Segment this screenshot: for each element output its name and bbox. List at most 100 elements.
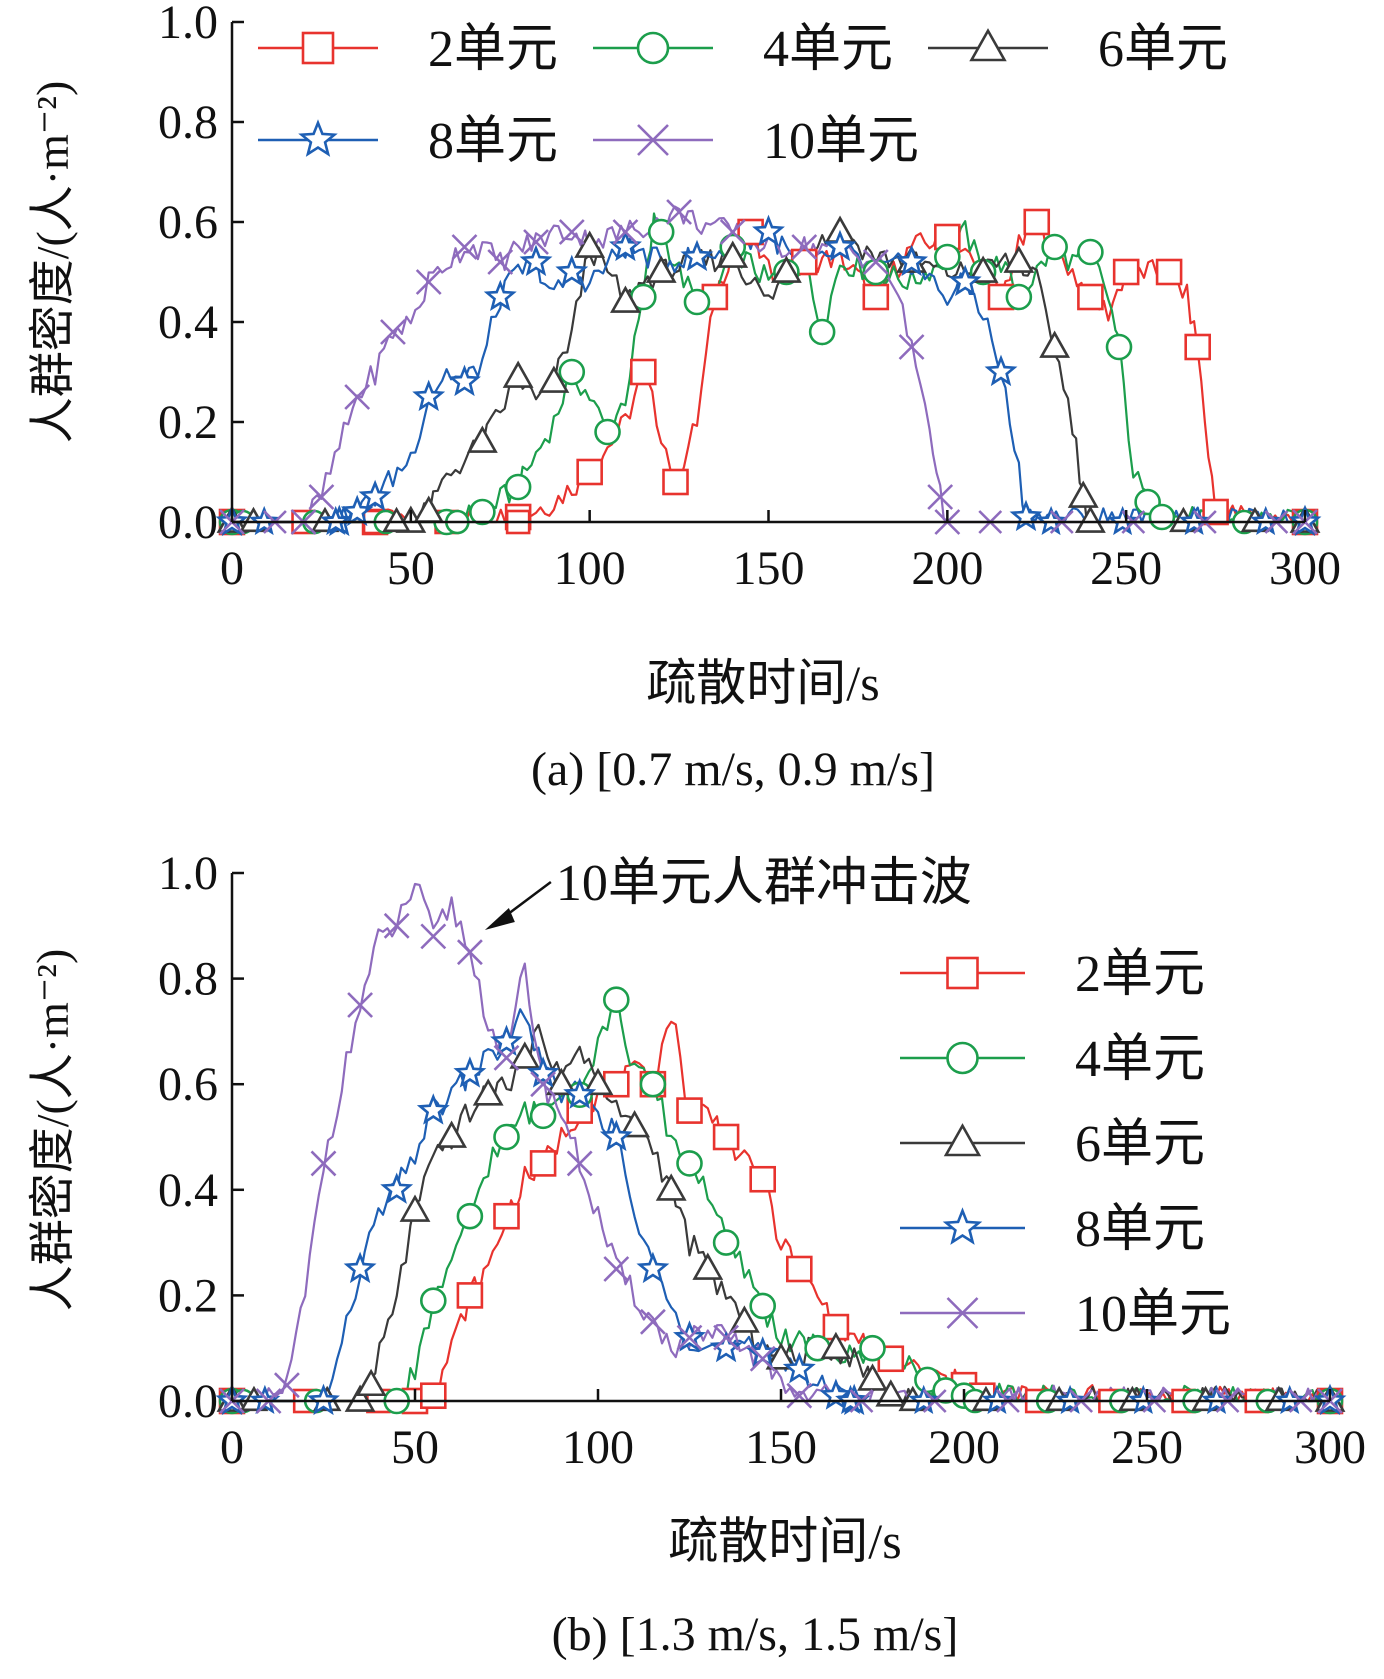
legend: 2单元 4单元 6单元 8单元 10单元 [900,946,1231,1343]
data-point-2 [1023,208,1051,236]
data-point-2 [1077,283,1104,311]
data-point-6 [509,1041,541,1069]
data-point-6 [1003,245,1035,273]
chart-panel-a: 0 50 100 150 200 250 300 0.0 0.2 0.4 0.6 0.8 1.0 2单元… [27,0,1341,796]
data-point-2 [529,1150,557,1177]
legend-item-8: 8单元 [258,113,558,170]
data-point-8 [490,1024,523,1056]
data-point-8 [984,354,1018,387]
data-point-8 [343,1251,377,1284]
data-point-2 [934,223,961,251]
data-point-10 [719,219,746,245]
data-point-2 [862,283,890,311]
x-tick-label: 0 [220,1421,244,1474]
data-point-10 [927,484,954,510]
data-point-6 [399,1194,431,1222]
data-point-10 [456,939,483,966]
legend-label: 2单元 [1075,946,1205,1003]
y-tick-label: 0.4 [158,1164,218,1217]
x-tick-label: 150 [745,1421,817,1474]
series-line-2 [232,215,1305,524]
legend-item-4: 4单元 [593,21,893,78]
y-tick-label: 0.6 [158,196,218,249]
data-point-4 [808,318,836,346]
data-point-2 [456,1282,484,1309]
y-tick-label: 0.2 [158,1269,218,1322]
data-point-4 [594,418,621,446]
data-point-8 [1009,499,1043,532]
data-point-8 [709,1330,743,1363]
data-point-8 [380,1172,414,1204]
data-point-6 [967,255,999,283]
data-point-10 [898,334,925,360]
annotation-arrow-head [484,907,515,930]
x-tick-label: 100 [562,1421,634,1474]
data-point-2 [712,1123,740,1151]
data-point-2 [662,468,689,496]
x-tick-label: 0 [220,542,244,595]
data-point-10 [612,219,639,245]
data-point-10 [666,199,693,225]
legend-label: 8单元 [1075,1201,1205,1258]
data-point-8 [358,479,392,512]
data-point-10 [273,1372,300,1399]
data-point-10 [639,1308,666,1335]
data-point-10 [383,912,410,939]
legend-item-2: 2单元 [258,21,558,78]
data-point-4 [859,1334,886,1362]
legend-item-8: 8单元 [900,1201,1205,1258]
series-layer [232,205,1305,524]
data-point-10 [862,249,889,275]
data-point-8 [599,1119,633,1152]
data-point-8 [448,364,481,397]
x-tick-label: 200 [928,1421,1000,1474]
y-tick-label: 0.0 [158,496,218,549]
legend-marker [946,956,979,990]
data-point-10 [713,1324,740,1351]
legend-item-6: 6单元 [900,1116,1205,1173]
data-point-8 [782,1351,816,1384]
data-point-10 [603,1256,630,1282]
data-point-6 [436,1120,468,1148]
data-point-6 [344,1384,376,1412]
data-point-6 [1039,330,1071,358]
data-point-6 [857,1363,888,1391]
y-tick-label: 1.0 [158,0,218,49]
data-point-10 [566,1150,593,1177]
series-line-6 [232,226,1305,524]
data-point-6 [655,1173,687,1201]
data-point-4 [558,358,586,386]
data-point-6 [355,1368,387,1397]
data-point-8 [483,279,517,312]
axes-layer: 0 50 100 150 200 250 300 0.0 0.2 0.4 0.6 0.8 1.0 [158,847,1366,1474]
legend-marker [637,124,669,156]
data-point-10 [791,234,818,260]
y-tick-label: 0.6 [158,1058,218,1111]
data-point-6 [1067,480,1099,508]
data-point-10 [676,1324,703,1351]
panel-caption: (a) [0.7 m/s, 0.9 m/s] [531,743,935,796]
data-point-2 [630,358,657,386]
data-point-8 [948,264,982,297]
data-point-2 [576,458,603,486]
legend-label: 6单元 [1075,1116,1205,1173]
baseline-point-6 [382,506,411,533]
data-point-6 [538,365,570,393]
data-point-8 [555,254,589,287]
y-tick-label: 1.0 [158,847,218,900]
data-point-4 [456,1202,484,1230]
annotation: 10单元人群冲击波 [484,855,972,930]
data-point-6 [574,230,606,258]
data-point-4 [1077,238,1104,266]
legend-marker [946,1041,979,1075]
series-line-8 [232,227,1305,524]
legend-marker [969,28,1007,62]
data-point-4 [712,1229,740,1256]
legend-marker [298,119,338,157]
data-point-10 [487,249,514,275]
x-axis-label: 疏散时间/s [646,655,879,711]
data-point-8 [636,1251,670,1284]
data-point-8 [412,379,446,412]
x-tick-label: 250 [1090,542,1162,595]
data-point-10 [344,384,371,410]
